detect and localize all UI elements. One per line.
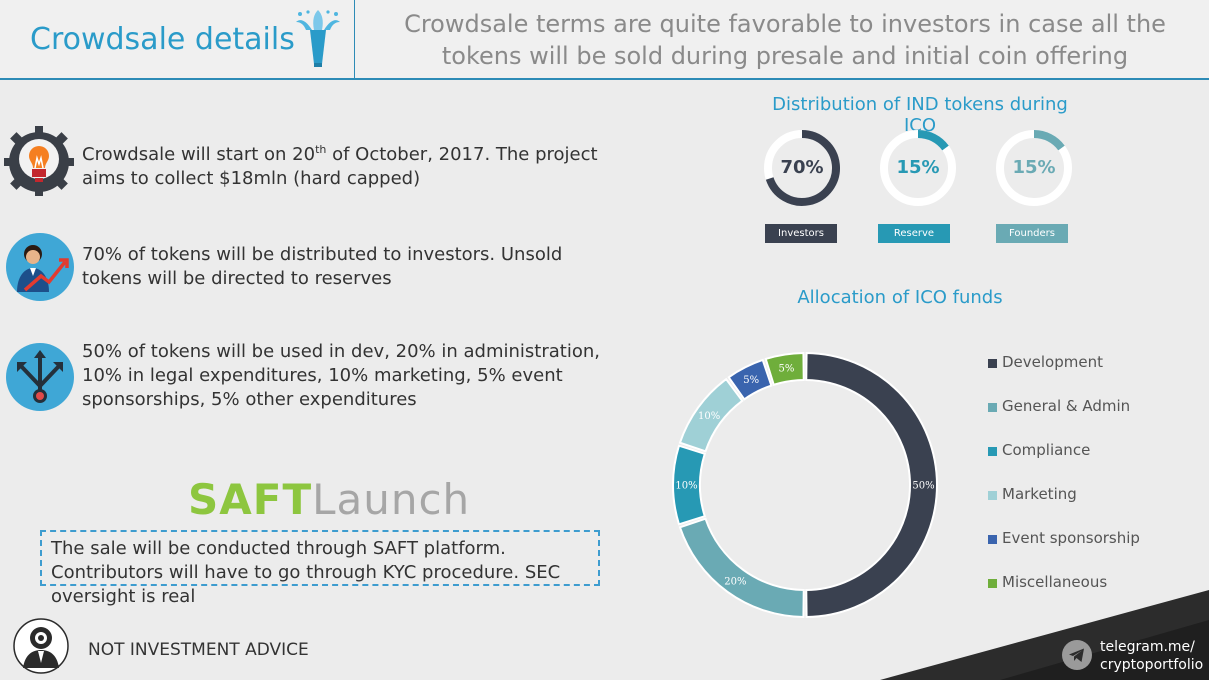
reserve-percent-label: 15%: [896, 157, 940, 178]
legend-swatch: [988, 403, 997, 412]
split-arrows-icon: [6, 343, 74, 411]
donut-reserve: [880, 130, 956, 206]
page-subtitle: Crowdsale terms are quite favorable to i…: [404, 10, 1166, 70]
donut-slice-compliance: [672, 444, 707, 526]
launch-logo-text: Launch: [312, 475, 471, 524]
feature-text-part: Crowdsale will start on 20: [82, 144, 316, 165]
slice-data-label: 50%: [912, 481, 934, 492]
legend-label: Development: [1002, 353, 1103, 371]
header-bar: [0, 0, 1209, 80]
legend-swatch: [988, 579, 997, 588]
investors-percent-label: 70%: [780, 157, 824, 178]
founders-percent-label: 15%: [1012, 157, 1056, 178]
legend-swatch: [988, 535, 997, 544]
legend-label: Compliance: [1002, 441, 1091, 459]
fountain-icon: [296, 10, 340, 67]
donut-founders: [996, 130, 1072, 206]
donut-slice-investors: [765, 130, 840, 206]
saft-launch-logo: SAFTLaunch: [188, 475, 470, 524]
legend-swatch: [988, 491, 997, 500]
investors-chip: Investors: [765, 224, 837, 243]
allocation-chart-title: Allocation of ICO funds: [797, 287, 1003, 308]
donut-investors: [764, 130, 840, 206]
saft-note-box: The sale will be conducted through SAFT …: [40, 530, 600, 607]
feature-token-distribution: 70% of tokens will be distributed to inv…: [82, 244, 563, 289]
date-superscript: th: [315, 143, 327, 156]
legend-label: General & Admin: [1002, 397, 1131, 415]
slice-data-label: 5%: [779, 363, 795, 374]
lightbulb-gear-icon: [4, 126, 74, 196]
reserve-chip: Reserve: [878, 224, 950, 243]
investor-growth-icon: [6, 233, 74, 301]
legend-label: Miscellaneous: [1002, 573, 1108, 591]
slice-data-label: 5%: [743, 375, 759, 386]
feature-text-part: of October, 2017. The project aims to co…: [82, 144, 598, 189]
telegram-link-line[interactable]: cryptoportfolio: [1100, 657, 1204, 673]
donut-slice-development: [805, 351, 938, 619]
feature-crowdsale-start: Crowdsale will start on 20th of October,…: [82, 143, 642, 191]
header-vertical-divider: [354, 0, 355, 80]
slice-data-label: 20%: [724, 576, 746, 587]
legend-label: Event sponsorship: [1002, 529, 1140, 547]
donut-slice-marketing: [678, 377, 744, 453]
legend-label: Marketing: [1002, 485, 1077, 503]
slice-data-label: 10%: [698, 411, 720, 422]
page-title: Crowdsale details: [30, 22, 295, 57]
legend-swatch: [988, 359, 997, 368]
founders-chip: Founders: [996, 224, 1068, 243]
header-divider-line: [0, 78, 1209, 80]
feature-funds-usage: 50% of tokens will be used in dev, 20% i…: [82, 341, 600, 410]
telegram-icon[interactable]: [1062, 640, 1092, 670]
donut-slice-event-sponsorship: [727, 358, 773, 401]
telegram-link[interactable]: telegram.me/cryptoportfolio: [1100, 638, 1203, 674]
disclaimer-text: NOT INVESTMENT ADVICE: [88, 640, 309, 660]
slice-data-label: 10%: [675, 481, 697, 492]
donut-slice-general-admin: [678, 517, 805, 619]
saft-logo-text: SAFT: [188, 475, 313, 524]
donut-slice-miscellaneous: [764, 351, 805, 387]
donut-slice-reserve: [917, 130, 949, 151]
allocation-donut-chart: 50% 20% 10% 10% 5% 5%: [672, 351, 938, 619]
legend-swatch: [988, 447, 997, 456]
donut-slice-founders: [1033, 130, 1065, 151]
telegram-link-line[interactable]: telegram.me/: [1100, 639, 1195, 655]
avatar: [13, 618, 69, 674]
